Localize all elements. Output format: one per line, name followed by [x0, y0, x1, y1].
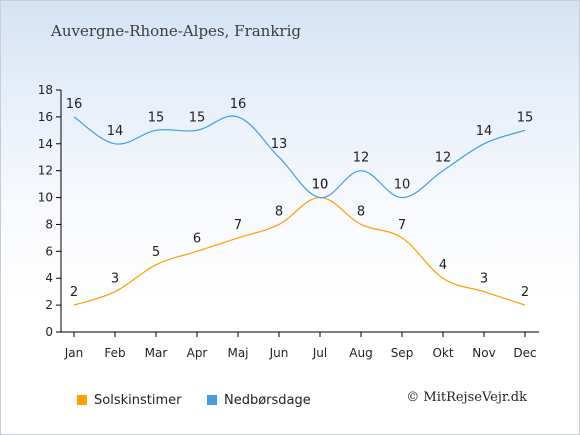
y-tick-label: 10: [38, 191, 53, 205]
data-label-precipitation: 12: [435, 151, 452, 166]
legend-item-precipitation: Nedbørsdage: [207, 391, 311, 409]
x-tick-label: Jul: [312, 346, 327, 360]
site-credit: © MitRejseVejr.dk: [406, 390, 527, 405]
x-tick-label: Okt: [432, 346, 453, 360]
chart-title: Auvergne-Rhone-Alpes, Frankrig: [51, 22, 301, 40]
x-tick-label: Feb: [104, 346, 125, 360]
y-tick-label: 18: [38, 83, 53, 97]
data-label-precipitation: 15: [517, 110, 534, 125]
legend-label-precipitation: Nedbørsdage: [224, 392, 311, 408]
data-label-sunshine: 6: [193, 231, 201, 246]
data-label-precipitation: 12: [353, 151, 370, 166]
data-label-sunshine: 3: [111, 272, 119, 287]
series-line-sunshine: [73, 196, 526, 306]
legend-swatch-sunshine: [77, 395, 87, 405]
y-tick-label: 12: [38, 164, 53, 178]
data-label-precipitation: 15: [189, 110, 206, 125]
legend-item-sunshine: Solskinstimer: [77, 391, 181, 409]
data-label-precipitation: 14: [476, 124, 493, 139]
data-label-sunshine: 3: [480, 272, 488, 287]
x-tick-label: Nov: [472, 346, 495, 360]
x-tick-label: Mar: [145, 346, 168, 360]
y-tick-label: 4: [45, 271, 53, 285]
x-tick-label: Sep: [391, 346, 414, 360]
data-label-sunshine: 5: [152, 245, 160, 260]
data-label-sunshine: 8: [357, 204, 365, 219]
data-label-sunshine: 2: [521, 285, 529, 300]
y-tick-label: 0: [45, 325, 53, 339]
data-label-precipitation: 16: [230, 97, 247, 112]
data-label-sunshine: 4: [439, 258, 447, 273]
data-label-precipitation: 10: [394, 178, 411, 193]
y-tick-label: 16: [38, 110, 53, 124]
data-label-precipitation: 10: [312, 178, 329, 193]
data-label-sunshine: 7: [234, 218, 242, 233]
data-label-precipitation: 14: [107, 124, 124, 139]
x-tick-label: Apr: [187, 346, 208, 360]
y-tick-label: 2: [45, 298, 53, 312]
x-tick-label: Jan: [64, 346, 84, 360]
data-label-precipitation: 16: [66, 97, 83, 112]
y-tick-label: 8: [45, 217, 53, 231]
x-tick-label: Dec: [513, 346, 536, 360]
x-tick-label: Jun: [269, 346, 289, 360]
legend-label-sunshine: Solskinstimer: [94, 392, 182, 408]
y-tick-label: 14: [38, 137, 53, 151]
data-label-sunshine: 8: [275, 204, 283, 219]
data-label-sunshine: 7: [398, 218, 406, 233]
data-label-precipitation: 13: [271, 137, 288, 152]
data-label-sunshine: 10: [312, 178, 329, 193]
legend-swatch-precipitation: [207, 395, 217, 405]
x-tick-label: Aug: [349, 346, 372, 360]
y-tick-label: 6: [45, 244, 53, 258]
series-line-precipitation: [73, 115, 526, 199]
x-tick-label: Maj: [227, 346, 248, 360]
data-label-precipitation: 15: [148, 110, 165, 125]
data-label-sunshine: 2: [70, 285, 78, 300]
